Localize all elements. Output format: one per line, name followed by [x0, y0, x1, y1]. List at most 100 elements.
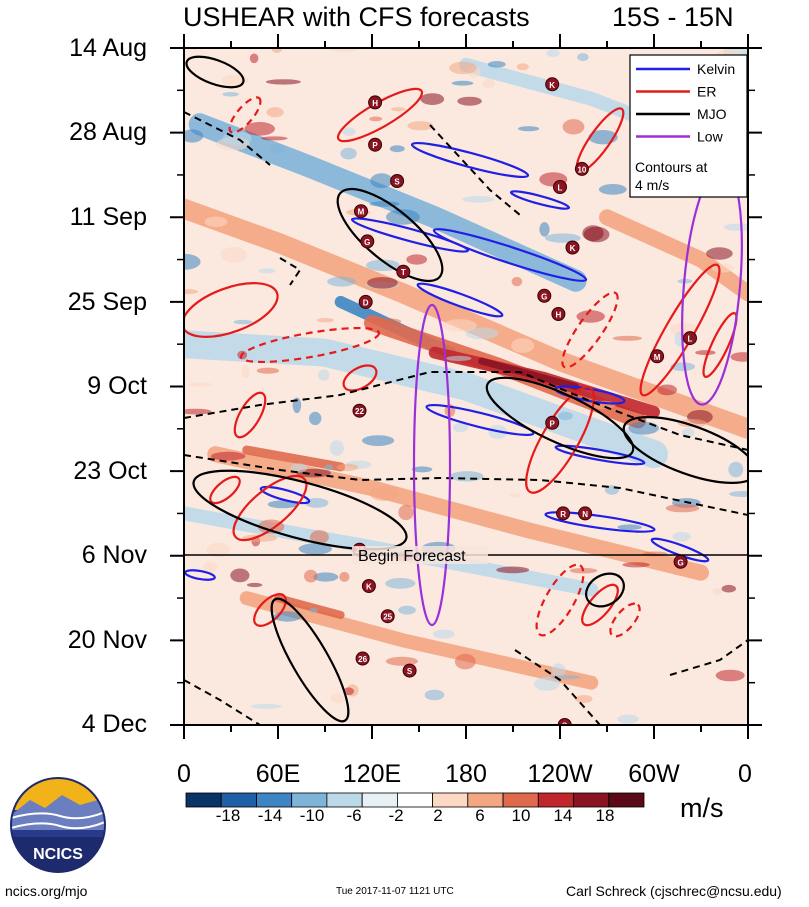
footer-website[interactable]: ncics.org/mjo	[5, 883, 88, 899]
storm-label: S	[562, 722, 568, 731]
field-patch	[389, 145, 405, 153]
y-tick-label: 23 Oct	[73, 457, 147, 485]
storm-label: 29	[336, 818, 345, 827]
storm-label: M	[358, 208, 365, 217]
field-patch	[450, 471, 484, 482]
storm-symbol	[368, 137, 383, 152]
storm-marker: 25	[380, 609, 395, 624]
storm-marker: N	[578, 506, 593, 521]
y-tick-label: 4 Dec	[81, 710, 147, 738]
colorbar-swatch	[185, 792, 222, 808]
field-patch	[562, 119, 585, 135]
storm-label: H	[372, 99, 378, 108]
mjo-contour	[485, 376, 635, 460]
storm-marker: T	[396, 264, 411, 279]
field-patch	[622, 562, 650, 568]
mjo-contour	[192, 469, 408, 551]
mjo-contour-dashed	[184, 454, 748, 516]
field-patch	[575, 695, 593, 703]
storm-marker: R	[556, 506, 571, 521]
mjo-contour-dashed	[514, 649, 601, 725]
storm-symbol	[361, 579, 376, 593]
field-patch	[184, 253, 201, 270]
field-patch	[385, 656, 418, 666]
field-patch	[244, 122, 275, 136]
storm-symbol	[360, 234, 375, 249]
field-patch	[534, 676, 560, 691]
ncics-logo: NCICS	[10, 777, 106, 873]
colorbar-unit: m/s	[680, 793, 724, 823]
storm-symbol	[355, 651, 370, 666]
legend-note: Contours at	[635, 159, 707, 175]
storm-symbol	[551, 307, 566, 321]
field-patch	[582, 225, 604, 242]
storm-symbol	[537, 288, 552, 303]
storm-marker: L	[683, 331, 697, 346]
field-patch	[369, 116, 383, 122]
field-patch	[496, 566, 530, 574]
y-tick-label: 28 Aug	[69, 118, 147, 146]
field-patch	[370, 173, 393, 189]
storm-marker: 29	[334, 815, 347, 828]
field-patch	[482, 78, 495, 89]
storm-symbol	[334, 815, 347, 828]
er-contour	[702, 311, 738, 379]
field-patch	[220, 246, 248, 263]
field-patch	[657, 384, 677, 396]
colorbar-label: 2	[433, 806, 443, 825]
storm-symbol	[683, 331, 697, 346]
logo-ring	[10, 777, 106, 873]
legend: Kelvin ER MJO Low Contours at 4 m/s	[629, 54, 748, 198]
field-patch	[184, 408, 212, 415]
colorbar-label: -14	[257, 806, 283, 825]
field-patch	[518, 126, 540, 132]
field-patch	[309, 530, 329, 545]
x-tick-label: 180	[445, 760, 487, 788]
colorbar-swatch	[291, 792, 328, 808]
storm-symbol	[557, 718, 572, 725]
storm-symbol	[396, 264, 411, 279]
storm-label: L	[558, 184, 563, 193]
storm-marker: H	[368, 95, 383, 110]
colorbar-swatch	[432, 792, 469, 808]
field-patch	[730, 352, 748, 362]
field-patch	[367, 277, 398, 289]
latitude-band-label: 15S - 15N	[612, 2, 734, 32]
field-patch	[188, 382, 212, 387]
storm-symbol	[545, 77, 560, 92]
colorbar	[185, 792, 645, 808]
field-patch	[266, 107, 284, 118]
footer-timestamp: Tue 2017-11-07 1121 UTC	[336, 886, 454, 897]
field-patch	[712, 588, 723, 595]
storm-symbol	[390, 174, 405, 188]
field-patch	[723, 223, 748, 231]
colorbar-swatch	[608, 792, 645, 808]
field-patch	[461, 196, 495, 203]
storm-symbol	[578, 506, 593, 521]
field-patch	[271, 48, 282, 53]
field-patch	[729, 491, 748, 497]
storm-symbol	[545, 415, 560, 430]
storm-marker: S	[390, 174, 405, 188]
mjo-contour-dashed	[184, 371, 748, 451]
er-contour	[525, 386, 595, 494]
mjo-contour	[270, 597, 350, 723]
y-tick-label: 20 Nov	[67, 626, 147, 654]
field-band	[184, 330, 668, 469]
field-band	[274, 594, 345, 619]
mjo-contour-dashed	[429, 124, 521, 216]
storm-label: 25	[383, 613, 392, 622]
y-tick-label: 11 Sep	[69, 203, 147, 231]
field-patch	[369, 201, 400, 207]
storm-symbol	[380, 609, 395, 624]
field-patch	[241, 365, 250, 379]
field-patch	[453, 423, 468, 433]
storm-marker: 10	[574, 161, 589, 176]
er-contour	[253, 593, 287, 627]
field-patch	[509, 493, 521, 498]
field-patch	[250, 704, 282, 709]
field-patch	[457, 96, 482, 106]
kelvin-contour	[184, 569, 216, 581]
storm-symbol	[358, 294, 373, 309]
field-patch	[256, 367, 280, 374]
